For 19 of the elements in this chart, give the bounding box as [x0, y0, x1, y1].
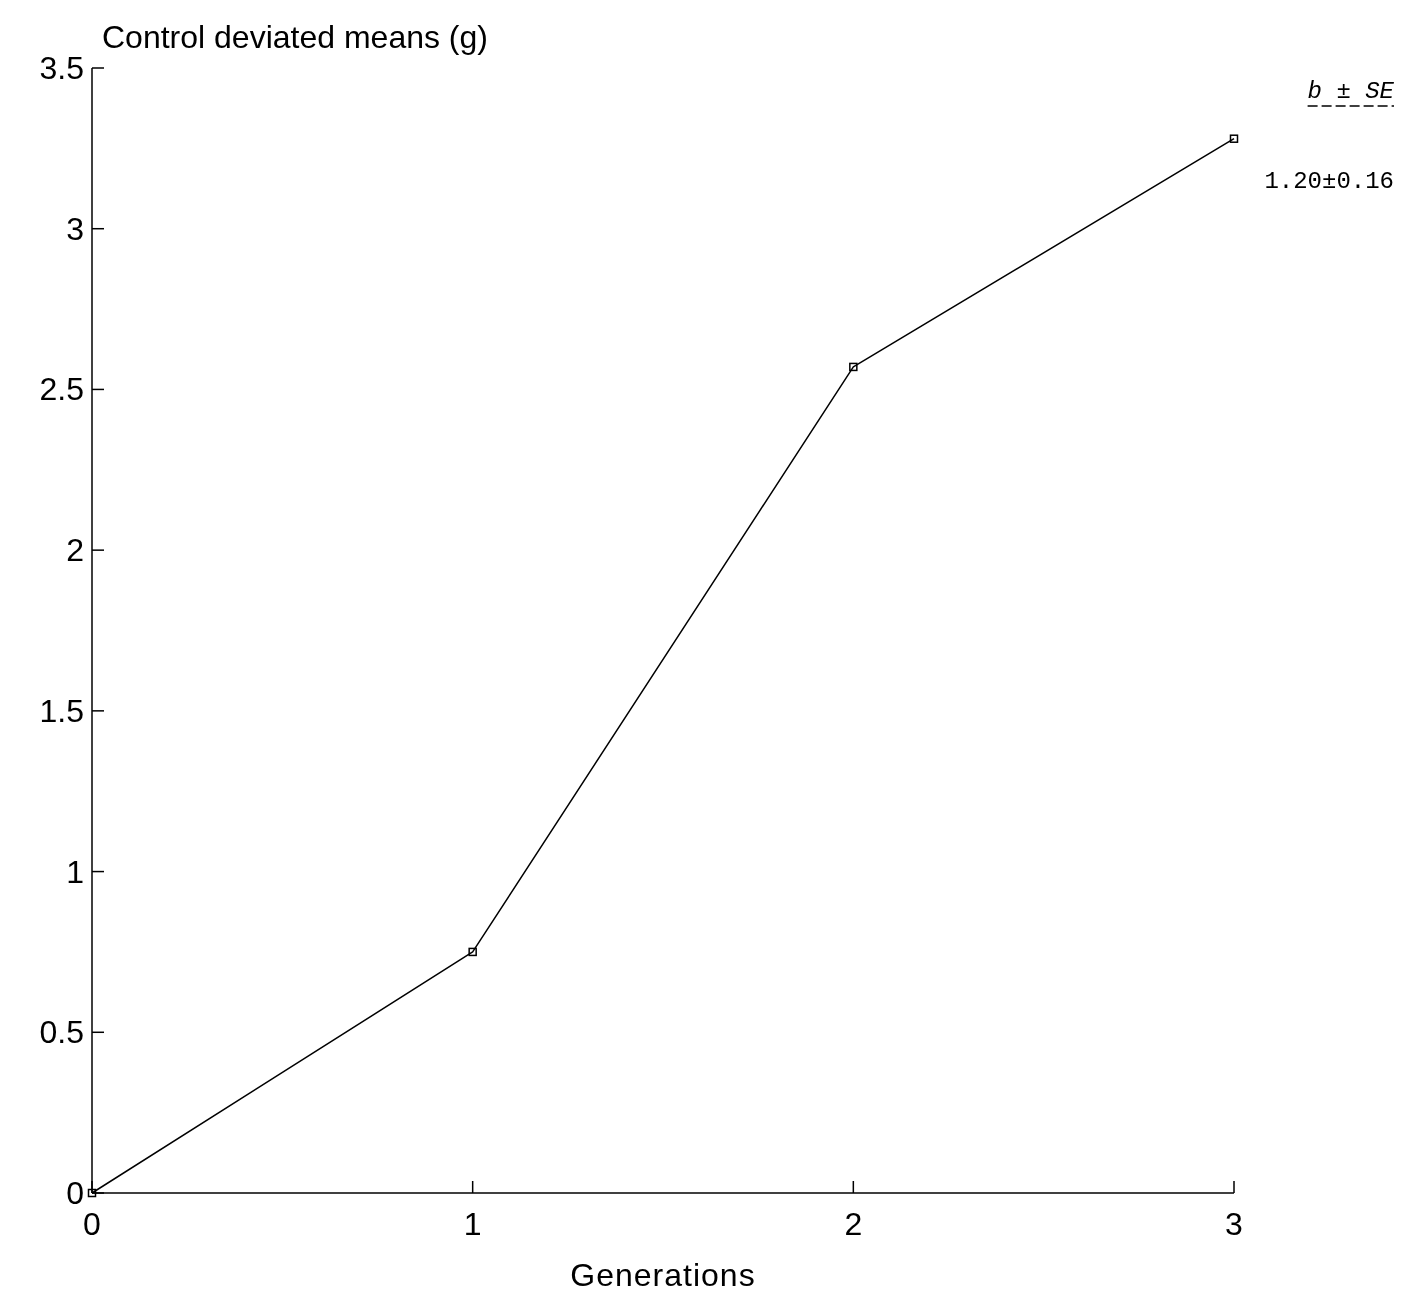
y-tick-label: 2 [66, 532, 84, 569]
text: 1.20±0.16 [1264, 168, 1394, 195]
y-axis-title: Control deviated means (g) [102, 19, 488, 55]
y-tick-label: 0 [66, 1175, 84, 1211]
point [1229, 134, 1239, 143]
x-tick-label: 2 [844, 1206, 863, 1242]
x-axis-title: Generations [570, 1257, 756, 1293]
x-tick-label: 3 [1225, 1206, 1243, 1242]
y-tick-label: 0.5 [39, 1014, 84, 1051]
y-tick-label: 3.5 [39, 50, 84, 86]
text: b ± SE [1307, 78, 1395, 105]
point [849, 362, 858, 372]
x-tick-label: 1 [463, 1206, 482, 1242]
y-tick-label: 1 [66, 853, 84, 890]
y-tick-label: 3 [66, 210, 84, 247]
point [468, 947, 477, 957]
y-tick-label: 2.5 [39, 371, 84, 408]
y-tick-label: 1.5 [39, 692, 84, 729]
point [87, 1188, 97, 1198]
